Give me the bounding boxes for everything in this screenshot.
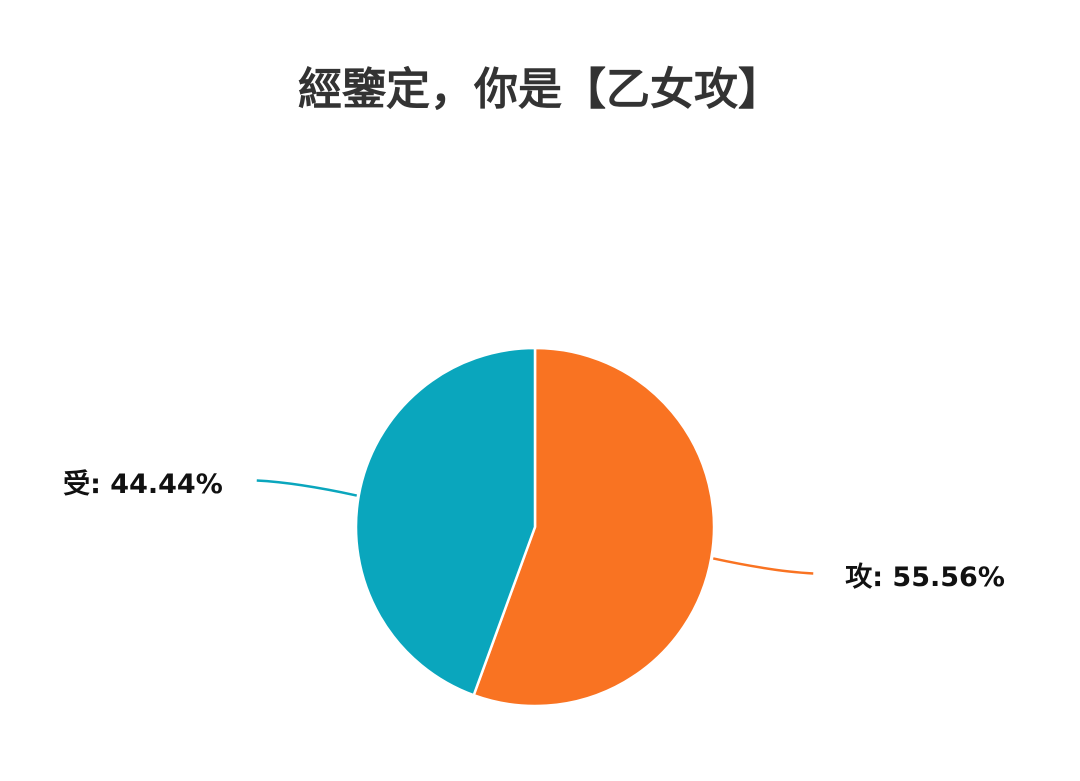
data-label: 受: 44.44%	[63, 468, 223, 500]
chart-title: 經鑒定，你是【乙女攻】	[298, 64, 782, 115]
data-label: 攻: 55.56%	[845, 562, 1005, 593]
leader-line	[712, 557, 814, 575]
leader-line	[256, 479, 358, 497]
pie-slice	[472, 346, 716, 708]
pie-slice	[354, 346, 537, 697]
